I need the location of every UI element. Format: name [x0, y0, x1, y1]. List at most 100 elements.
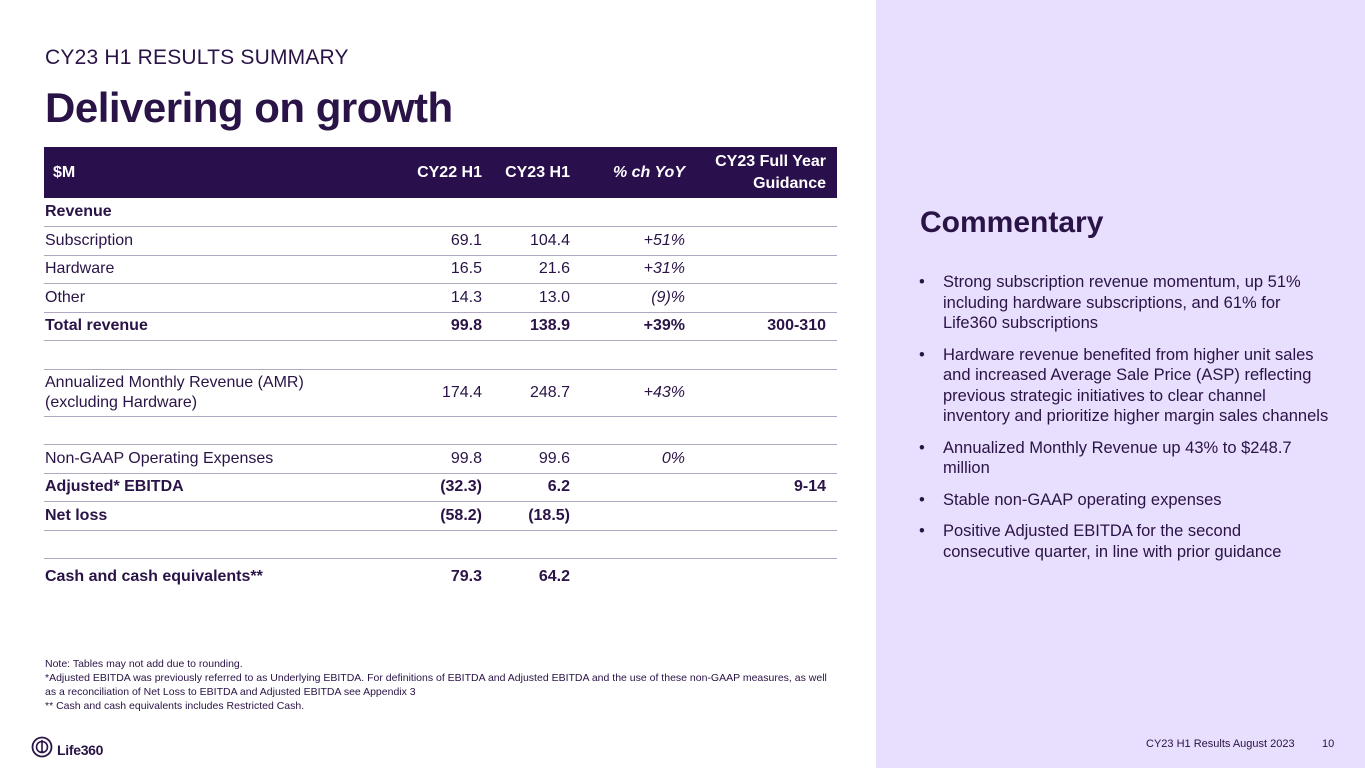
table-row-other: Other 14.3 13.0 (9)% — [44, 283, 837, 313]
list-item: Hardware revenue benefited from higher u… — [919, 345, 1329, 427]
row-label: Revenue — [44, 198, 379, 227]
cell-cy23 — [493, 416, 581, 445]
page-number: 10 — [1322, 738, 1335, 750]
row-label: Hardware — [44, 255, 379, 284]
table-header-row: $M CY22 H1 CY23 H1 % ch YoY CY23 Full Ye… — [44, 147, 837, 198]
life360-logo-icon — [31, 736, 53, 763]
footnotes: Note: Tables may not add due to rounding… — [45, 657, 835, 713]
cell-cy23 — [493, 340, 581, 370]
cell-guidance — [696, 530, 837, 559]
row-label: Cash and cash equivalents** — [45, 567, 263, 585]
cell-pct — [581, 340, 696, 370]
commentary-list: Strong subscription revenue momentum, up… — [919, 272, 1329, 573]
cell-guidance — [696, 283, 837, 313]
cell-cy22: 99.8 — [379, 312, 493, 341]
table-row-cash: Cash and cash equivalents** 79.3 64.2 — [44, 559, 837, 595]
cell-cy22 — [379, 340, 493, 370]
table-row-net-loss: Net loss (58.2) (18.5) — [44, 501, 837, 531]
cell-guidance — [696, 444, 837, 474]
cell-cy23: 99.6 — [493, 444, 581, 474]
slide-title: Delivering on growth — [45, 84, 453, 131]
cell-pct: +39% — [581, 312, 696, 341]
cell-cy23: 138.9 — [493, 312, 581, 341]
header-metric: $M — [44, 147, 379, 198]
cell-cy23: (18.5) — [493, 501, 581, 531]
header-pct-change: % ch YoY — [581, 147, 696, 198]
cell-cy23: 6.2 — [493, 473, 581, 502]
row-label — [44, 530, 379, 559]
cell-cy23: 64.2 — [538, 567, 570, 585]
results-table: $M CY22 H1 CY23 H1 % ch YoY CY23 Full Ye… — [44, 147, 837, 595]
cell-cy23 — [493, 530, 581, 559]
table-row-subscription: Subscription 69.1 104.4 +51% — [44, 226, 837, 256]
list-item: Positive Adjusted EBITDA for the second … — [919, 521, 1329, 562]
cell-pct: +31% — [581, 255, 696, 284]
life360-logo: Life360 — [31, 736, 103, 763]
list-item: Strong subscription revenue momentum, up… — [919, 272, 1329, 334]
row-label — [44, 340, 379, 370]
footnote-cash: ** Cash and cash equivalents includes Re… — [45, 700, 305, 712]
table-row-spacer — [44, 530, 837, 559]
cell-guidance — [696, 559, 837, 595]
cell-cy22: 99.8 — [379, 444, 493, 474]
cell-cy22 — [379, 530, 493, 559]
cell-pct: 0% — [581, 444, 696, 474]
cell-cy22: 174.4 — [379, 369, 493, 417]
row-label: Total revenue — [44, 312, 379, 341]
cell-cy22: 14.3 — [379, 283, 493, 313]
cell-cy22: (32.3) — [379, 473, 493, 502]
cell-cy23: 21.6 — [493, 255, 581, 284]
cell-cy22 — [379, 416, 493, 445]
cell-pct — [581, 501, 696, 531]
list-item: Stable non-GAAP operating expenses — [919, 490, 1329, 511]
row-label: Net loss — [44, 501, 379, 531]
header-cy23-h1: CY23 H1 — [493, 147, 581, 198]
footnote-rounding: Note: Tables may not add due to rounding… — [45, 658, 243, 670]
cell-cy22 — [379, 198, 493, 227]
cell-pct — [581, 416, 696, 445]
cell-pct — [581, 559, 696, 595]
cell-cy22: 79.3 — [450, 567, 482, 585]
header-cy22-h1: CY22 H1 — [379, 147, 493, 198]
header-guidance: CY23 Full Year Guidance — [696, 147, 837, 198]
cell-pct — [581, 473, 696, 502]
cell-guidance — [696, 226, 837, 256]
cell-cy23 — [493, 198, 581, 227]
row-label — [44, 416, 379, 445]
cell-cy22: 69.1 — [379, 226, 493, 256]
row-label: Annualized Monthly Revenue (AMR) (exclud… — [44, 369, 379, 417]
cell-pct: +51% — [581, 226, 696, 256]
commentary-title: Commentary — [920, 206, 1104, 239]
cell-guidance — [696, 340, 837, 370]
row-label: Adjusted* EBITDA — [44, 473, 379, 502]
cell-pct: (9)% — [581, 283, 696, 313]
table-row-adjusted-ebitda: Adjusted* EBITDA (32.3) 6.2 9-14 — [44, 473, 837, 502]
table-row-opex: Non-GAAP Operating Expenses 99.8 99.6 0% — [44, 444, 837, 474]
cell-cy23: 13.0 — [493, 283, 581, 313]
cell-guidance — [696, 501, 837, 531]
cell-cy22: 16.5 — [379, 255, 493, 284]
slide-kicker: CY23 H1 RESULTS SUMMARY — [45, 46, 349, 69]
table-row-spacer — [44, 416, 837, 445]
table-row-hardware: Hardware 16.5 21.6 +31% — [44, 255, 837, 284]
cell-guidance — [696, 416, 837, 445]
cell-pct: +43% — [581, 369, 696, 417]
footer-text: CY23 H1 Results August 2023 — [1146, 738, 1295, 750]
cell-guidance — [696, 369, 837, 417]
cell-guidance: 300-310 — [696, 312, 837, 341]
row-label: Subscription — [44, 226, 379, 256]
row-label: Other — [44, 283, 379, 313]
cell-guidance — [696, 198, 837, 227]
cell-cy23: 104.4 — [493, 226, 581, 256]
table-row-revenue-section: Revenue — [44, 198, 837, 227]
cell-guidance: 9-14 — [696, 473, 837, 502]
logo-text: Life360 — [57, 741, 104, 758]
table-row-total-revenue: Total revenue 99.8 138.9 +39% 300-310 — [44, 312, 837, 341]
row-label: Non-GAAP Operating Expenses — [44, 444, 379, 474]
table-row-amr: Annualized Monthly Revenue (AMR) (exclud… — [44, 369, 837, 417]
cell-pct — [581, 530, 696, 559]
cell-pct — [581, 198, 696, 227]
cell-guidance — [696, 255, 837, 284]
cell-cy23: 248.7 — [493, 369, 581, 417]
footnote-adjusted-ebitda: *Adjusted EBITDA was previously referred… — [45, 672, 827, 698]
